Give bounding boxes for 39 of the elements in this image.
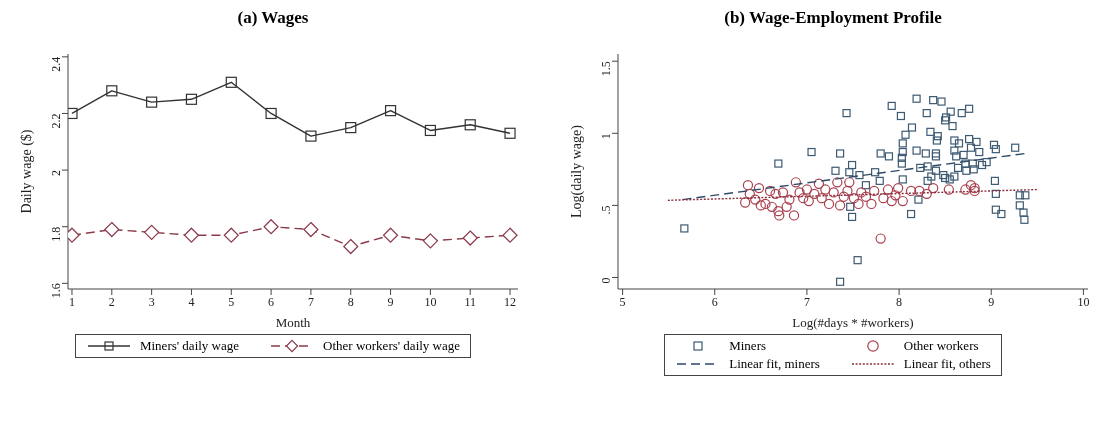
x-tick-label: 8 (896, 294, 903, 309)
chart-title: (b) Wage-Employment Profile (723, 8, 943, 29)
y-tick-label: 0 (599, 277, 614, 284)
x-tick-label: 11 (464, 294, 476, 309)
x-tick-label: 12 (504, 294, 517, 309)
y-axis-title: Daily wage ($) (18, 129, 35, 214)
y-tick-label: 2.4 (49, 56, 64, 72)
y-tick-label: 1.8 (49, 226, 64, 242)
legend-label: Linear fit, others (903, 356, 991, 372)
x-tick-label: 3 (148, 294, 155, 309)
x-tick-label: 5 (228, 294, 235, 309)
y-tick-label: 2 (49, 170, 64, 177)
x-axis-title: Log(#days * #workers) (792, 315, 914, 330)
legend-label: Other workers' daily wage (323, 338, 461, 354)
x-tick-label: 8 (347, 294, 354, 309)
legend-label: Miners (729, 338, 767, 354)
x-tick-label: 4 (188, 294, 195, 309)
legend-label: Miners' daily wage (139, 338, 240, 354)
x-tick-label: 6 (268, 294, 275, 309)
x-tick-label: 5 (619, 294, 626, 309)
y-tick-label: 1.5 (599, 61, 614, 77)
chart-title: (a) Wages (236, 8, 310, 29)
y-tick-label: 1.6 (49, 283, 64, 299)
x-tick-label: 2 (108, 294, 115, 309)
x-tick-label: 9 (387, 294, 394, 309)
legend-label: Other workers (903, 338, 979, 354)
x-tick-label: 10 (424, 294, 437, 309)
y-tick-label: 2.2 (49, 113, 64, 129)
x-tick-label: 7 (803, 294, 810, 309)
x-tick-label: 1 (68, 294, 75, 309)
x-axis-title: Month (275, 315, 311, 330)
x-tick-label: 7 (307, 294, 314, 309)
y-tick-label: 1 (599, 133, 614, 140)
x-tick-label: 9 (988, 294, 995, 309)
legend-label: Linear fit, miners (729, 356, 820, 372)
y-axis-title: Log(daily wage) (568, 124, 585, 218)
y-tick-label: .5 (599, 205, 614, 215)
x-tick-label: 10 (1077, 294, 1090, 309)
x-tick-label: 6 (711, 294, 718, 309)
